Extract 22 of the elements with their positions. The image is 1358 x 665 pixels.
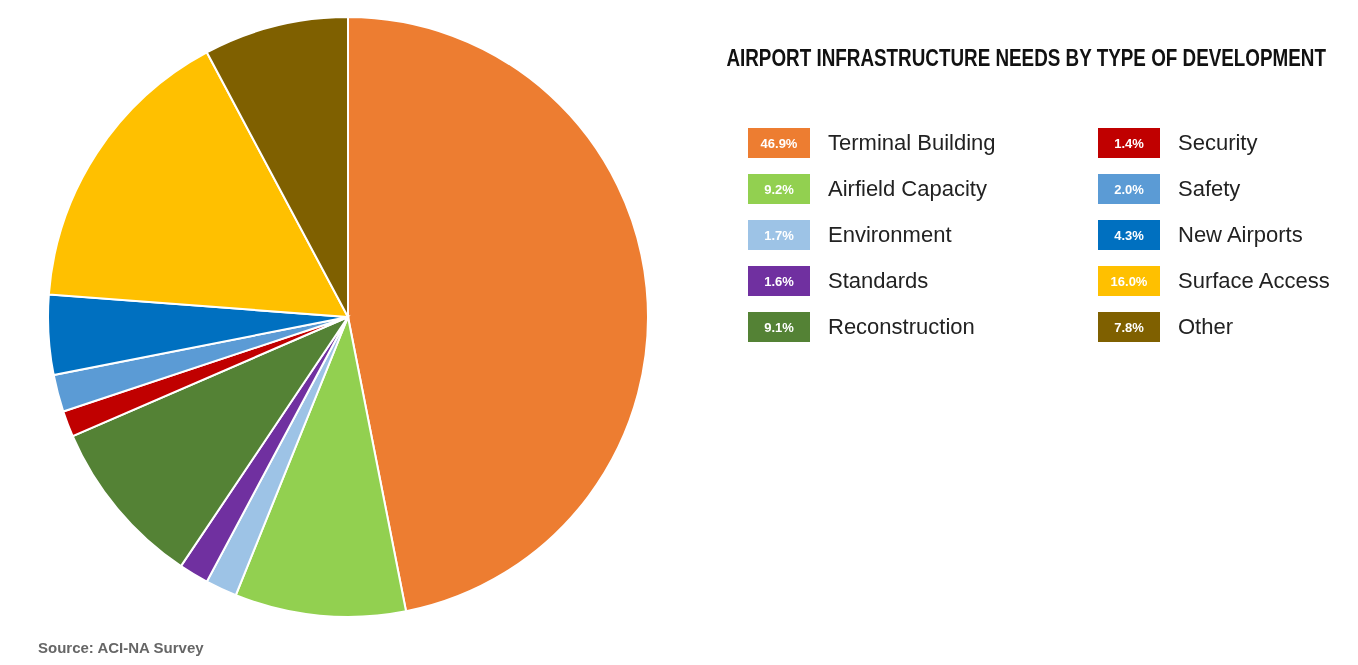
legend-label: Other (1178, 314, 1234, 339)
data-label: 4.3% (1114, 228, 1145, 243)
data-label: 1.6% (764, 274, 795, 289)
data-label: 16.0% (1110, 274, 1148, 289)
legend-label: Safety (1178, 176, 1241, 201)
legend-label: Environment (828, 222, 952, 247)
legend-label: Standards (828, 268, 929, 293)
data-label: 9.2% (764, 182, 795, 197)
legend-label: Surface Access (1178, 268, 1330, 293)
data-label: 1.7% (764, 228, 795, 243)
legend-label: Security (1178, 130, 1258, 155)
legend-label: Reconstruction (828, 314, 975, 339)
legend-label: Terminal Building (828, 130, 996, 155)
data-label: 7.8% (1114, 320, 1145, 335)
data-label: 2.0% (1114, 182, 1145, 197)
data-label: 9.1% (764, 320, 795, 335)
data-label: 46.9% (760, 136, 798, 151)
source-note: Source: ACI-NA Survey (38, 639, 205, 656)
data-label: 1.4% (1114, 136, 1145, 151)
legend-label: Airfield Capacity (828, 176, 987, 201)
legend-label: New Airports (1178, 222, 1303, 247)
text: AIRPORT INFRASTRUCTURE NEEDS BY TYPE OF DEVELOPMENT (726, 45, 1327, 71)
